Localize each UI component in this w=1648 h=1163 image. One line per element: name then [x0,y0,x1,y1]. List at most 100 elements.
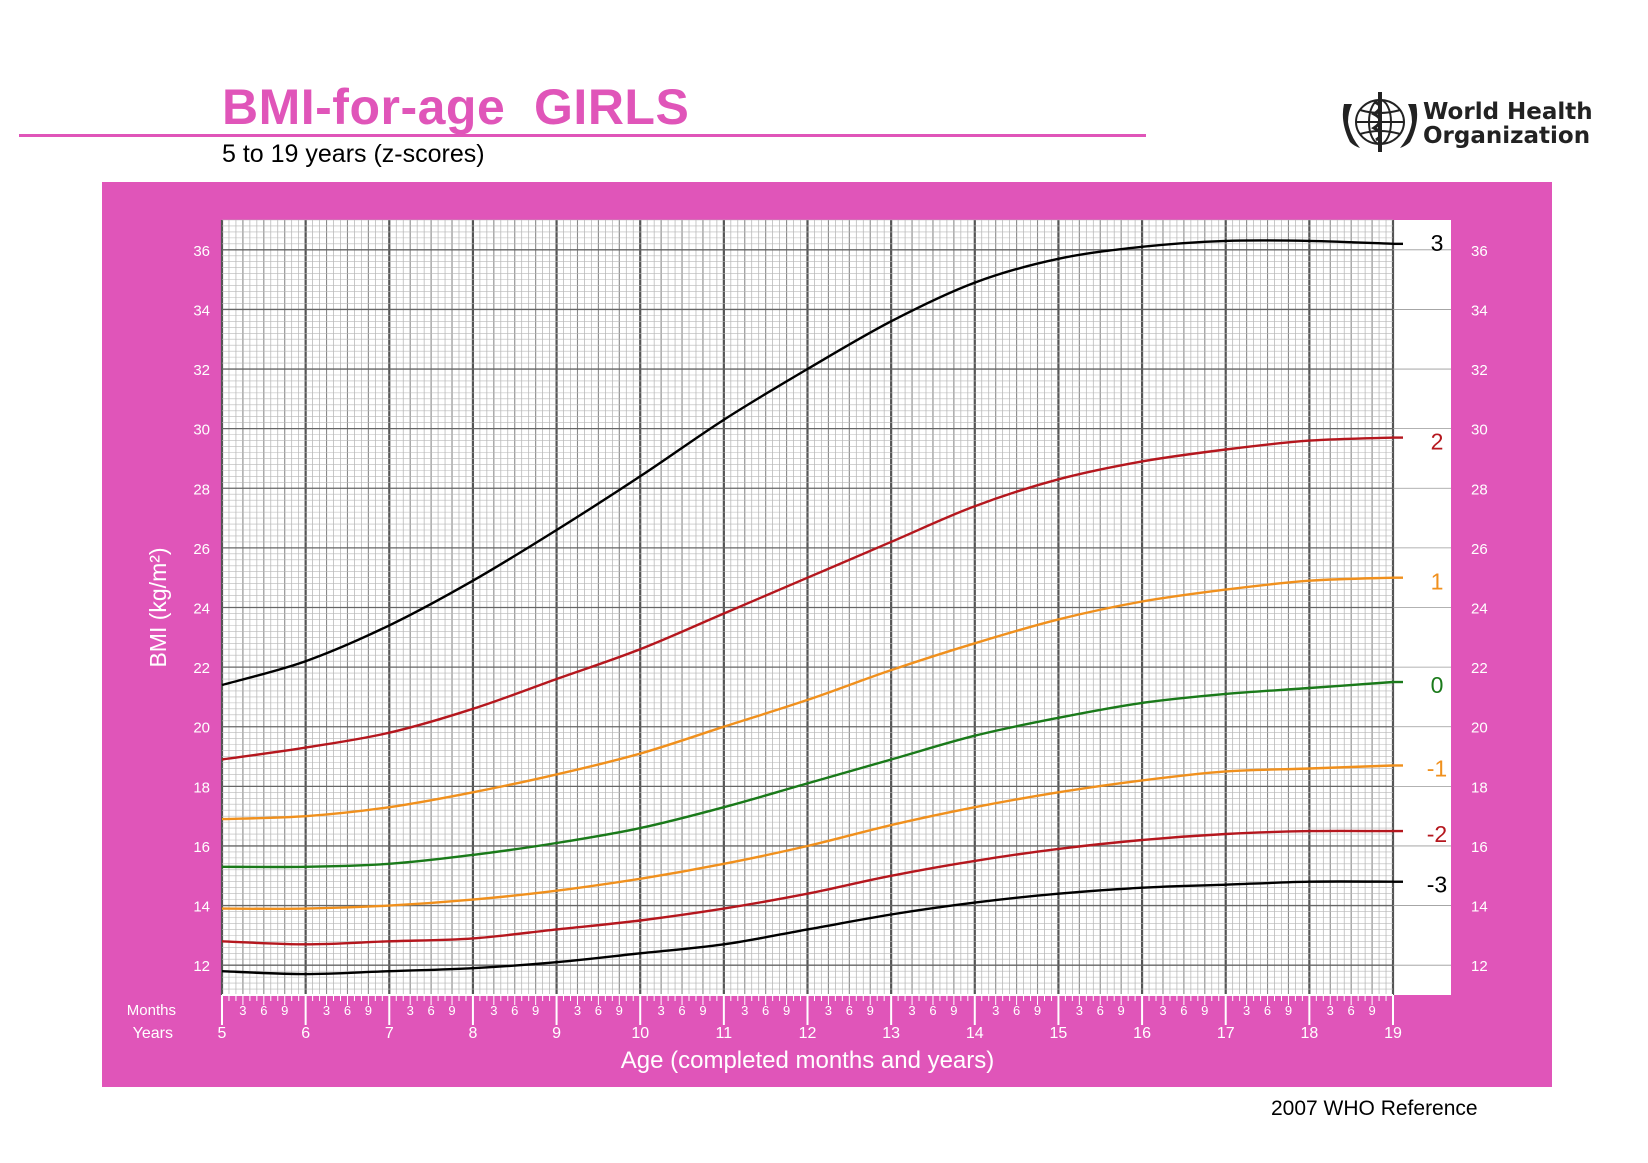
y-tick-label-right: 36 [1471,243,1488,260]
zscore-line-1 [221,576,1394,821]
y-tick-label-right: 18 [1471,779,1488,796]
y-tick-label-right: 28 [1471,481,1488,498]
months-row-label: Months [127,1002,176,1019]
zscore-label: -3 [1427,872,1447,898]
y-tick-label-right: 16 [1471,839,1488,856]
month-tick-label: 6 [1013,1003,1020,1018]
month-tick-label: 3 [1243,1003,1250,1018]
month-tick-label: 9 [365,1003,372,1018]
month-tick-label: 9 [1368,1003,1375,1018]
month-tick-label: 3 [741,1003,748,1018]
title-underline [19,134,1146,137]
years-row-label: Years [133,1025,173,1042]
month-tick-label: 9 [281,1003,288,1018]
y-tick-label-right: 32 [1471,362,1488,379]
zscore-label: 0 [1431,672,1444,698]
month-tick-label: 9 [783,1003,790,1018]
month-tick-label: 9 [699,1003,706,1018]
month-tick-label: 9 [1285,1003,1292,1018]
month-tick-label: 6 [511,1003,518,1018]
month-tick-label: 9 [616,1003,623,1018]
month-tick-label: 3 [825,1003,832,1018]
month-tick-label: 3 [1076,1003,1083,1018]
zscore-label: -2 [1427,821,1447,847]
year-tick-label: 13 [882,1025,900,1042]
month-tick-label: 3 [908,1003,915,1018]
month-tick-label: 6 [595,1003,602,1018]
org-name-line1: World Health [1423,99,1593,125]
y-tick-label-left: 30 [193,422,210,439]
y-tick-label-left: 36 [193,243,210,260]
month-tick-label: 9 [950,1003,957,1018]
year-tick-label: 17 [1217,1025,1235,1042]
month-tick-label: 6 [427,1003,434,1018]
month-tick-label: 6 [260,1003,267,1018]
month-tick-label: 6 [1180,1003,1187,1018]
y-tick-label-right: 22 [1471,660,1488,677]
month-tick-label: 3 [490,1003,497,1018]
zscore-label: 1 [1431,569,1444,595]
y-tick-label-left: 32 [193,362,210,379]
y-tick-label-right: 12 [1471,958,1488,975]
month-tick-label: 6 [846,1003,853,1018]
month-tick-label: 6 [678,1003,685,1018]
month-tick-label: 9 [1034,1003,1041,1018]
month-tick-label: 3 [574,1003,581,1018]
year-tick-label: 5 [218,1025,227,1042]
month-tick-label: 3 [239,1003,246,1018]
year-tick-label: 7 [385,1025,394,1042]
year-tick-label: 6 [301,1025,310,1042]
zscore-line-0 [221,680,1394,869]
y-tick-label-right: 34 [1471,302,1488,319]
organization-name: World Health Organization [1423,100,1593,148]
year-tick-label: 16 [1133,1025,1151,1042]
y-tick-label-left: 18 [193,779,210,796]
y-tick-label-left: 34 [193,302,210,319]
y-axis-title: BMI (kg/m²) [145,547,171,667]
who-emblem-icon [1342,92,1418,152]
y-tick-label-left: 20 [193,720,210,737]
y-tick-label-left: 14 [193,899,210,916]
reference-note: 2007 WHO Reference [1271,1097,1478,1120]
y-tick-label-left: 16 [193,839,210,856]
month-tick-label: 3 [323,1003,330,1018]
zscore-line-2 [221,436,1394,761]
month-tick-label: 9 [448,1003,455,1018]
year-tick-label: 8 [468,1025,477,1042]
month-tick-label: 3 [658,1003,665,1018]
month-tick-label: 6 [929,1003,936,1018]
month-tick-label: 6 [1097,1003,1104,1018]
year-tick-label: 15 [1050,1025,1068,1042]
y-tick-label-left: 22 [193,660,210,677]
zscore-label: -1 [1427,755,1447,781]
month-tick-label: 9 [867,1003,874,1018]
month-tick-label: 6 [1264,1003,1271,1018]
y-tick-label-left: 28 [193,481,210,498]
y-tick-label-left: 12 [193,958,210,975]
y-tick-label-right: 24 [1471,601,1488,618]
month-tick-label: 6 [344,1003,351,1018]
month-tick-label: 9 [532,1003,539,1018]
y-tick-label-right: 14 [1471,899,1488,916]
x-axis-title: Age (completed months and years) [621,1047,995,1074]
y-tick-label-left: 26 [193,541,210,558]
y-tick-label-right: 20 [1471,720,1488,737]
year-tick-label: 9 [552,1025,561,1042]
year-tick-label: 19 [1384,1025,1402,1042]
month-tick-label: 3 [407,1003,414,1018]
year-tick-label: 14 [966,1025,984,1042]
zscore-line--1 [221,764,1394,911]
org-name-line2: Organization [1423,123,1591,149]
zscore-label: 2 [1431,429,1444,455]
chart-title: BMI-for-age GIRLS [222,79,690,135]
month-tick-label: 3 [1159,1003,1166,1018]
month-tick-label: 6 [1348,1003,1355,1018]
month-tick-label: 3 [1327,1003,1334,1018]
y-tick-label-left: 24 [193,601,210,618]
month-tick-label: 9 [1118,1003,1125,1018]
year-tick-label: 12 [799,1025,817,1042]
year-tick-label: 10 [631,1025,649,1042]
month-tick-label: 3 [992,1003,999,1018]
month-tick-label: 9 [1201,1003,1208,1018]
zscore-line--2 [221,829,1394,946]
